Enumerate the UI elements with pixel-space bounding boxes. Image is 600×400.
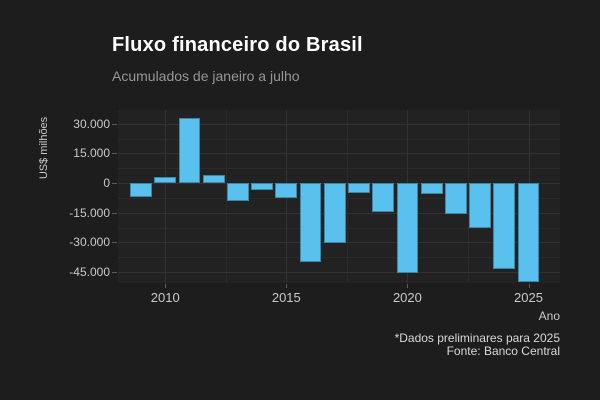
y-tick-label: -45.000: [69, 265, 110, 280]
bar-2024: [493, 183, 516, 270]
bar-2012: [202, 175, 225, 184]
bar-2013: [226, 183, 249, 201]
gridline-y-major: [118, 153, 560, 155]
chart-title: Fluxo financeiro do Brasil: [112, 34, 363, 56]
y-tick-mark: [112, 272, 117, 274]
plot-area: [118, 110, 560, 283]
bar-2016: [299, 183, 322, 263]
bar-2021: [420, 183, 443, 194]
y-tick-mark: [112, 212, 117, 214]
gridline-y-minor: [118, 168, 560, 170]
bar-2018: [348, 183, 370, 194]
x-tick-mark: [407, 284, 409, 288]
gridline-x-major: [165, 110, 167, 283]
x-tick-mark: [165, 284, 167, 288]
bar-2010: [154, 177, 177, 184]
bar-2011: [178, 117, 201, 184]
caption-line-preliminary: *Dados preliminares para 2025: [394, 331, 560, 345]
y-axis-title: US$ milhões: [38, 116, 50, 180]
x-tick-label: 2020: [392, 290, 422, 305]
bar-2019: [372, 183, 395, 212]
y-tick-label: -30.000: [69, 235, 110, 250]
y-tick-mark: [112, 123, 117, 125]
x-tick-mark: [286, 284, 288, 288]
bar-2017: [323, 183, 346, 244]
x-axis-title: Ano: [538, 309, 560, 323]
gridline-y-major: [118, 123, 560, 125]
bar-2023: [469, 183, 491, 228]
x-tick-mark: [528, 284, 530, 288]
gridline-x-minor: [467, 110, 469, 283]
bar-2025: [517, 183, 540, 282]
x-tick-label: 2025: [514, 290, 543, 305]
x-tick-label: 2015: [271, 290, 301, 305]
bar-2020: [396, 183, 419, 274]
y-tick-label: -15.000: [69, 205, 110, 220]
caption-line-source: Fonte: Banco Central: [446, 343, 560, 358]
bar-2015: [275, 183, 298, 199]
x-tick-label: 2010: [150, 290, 180, 305]
y-tick-label: 30.000: [73, 116, 110, 131]
gridline-y-minor: [118, 138, 560, 140]
gridline-y-major: [118, 272, 560, 274]
y-tick-mark: [112, 242, 117, 244]
gridline-x-minor: [225, 110, 227, 283]
caption: *Dados preliminares para 2025 Fonte: Ban…: [395, 332, 560, 357]
y-tick-mark: [112, 153, 117, 155]
y-tick-mark: [112, 183, 117, 185]
bar-2022: [444, 183, 467, 214]
y-tick-label: 15.000: [73, 146, 110, 161]
y-tick-label: 0: [103, 176, 110, 191]
bar-2014: [251, 183, 273, 190]
bar-2009: [130, 183, 152, 197]
chart-subtitle: Acumulados de janeiro a julho: [112, 68, 300, 84]
gridline-y-minor: [118, 257, 560, 259]
gridline-x-minor: [346, 110, 348, 283]
